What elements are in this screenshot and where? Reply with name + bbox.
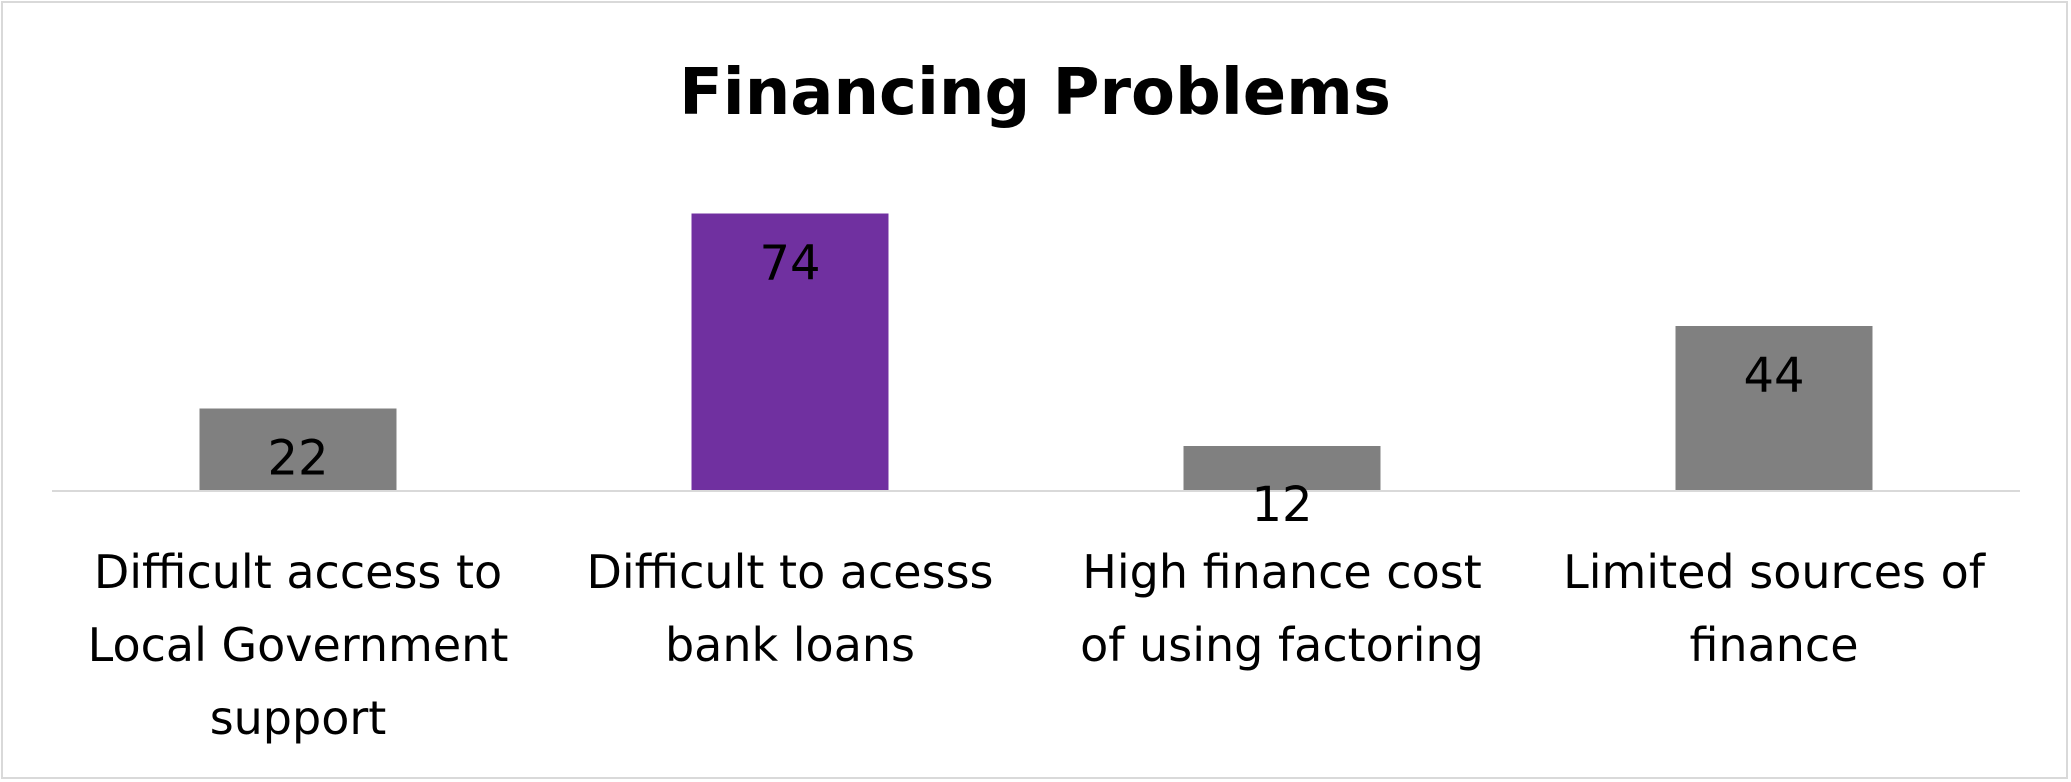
data-label-3: 12 <box>1251 477 1312 533</box>
category-label-1: Difficult access to Local Government suppo… <box>88 545 509 745</box>
bars-group <box>199 213 1873 491</box>
data-label-4: 44 <box>1743 348 1804 404</box>
bar-4 <box>1675 326 1873 491</box>
category-label-line: finance <box>1689 618 1858 672</box>
category-label-line: support <box>210 691 387 745</box>
bar-3 <box>1183 446 1381 491</box>
bar-2 <box>691 213 889 491</box>
bar-1 <box>199 408 397 491</box>
category-label-3: High finance cost of using factoring <box>1080 545 1484 672</box>
category-label-line: Difficult to acesss <box>586 545 993 599</box>
data-label-2: 74 <box>759 236 820 292</box>
data-label-1: 22 <box>267 431 328 487</box>
category-label-line: bank loans <box>665 618 915 672</box>
category-label-line: Difficult access to <box>94 545 502 599</box>
category-label-4: Limited sources of finance <box>1563 545 1987 672</box>
category-label-2: Difficult to acesss bank loans <box>586 545 993 672</box>
category-labels-group: Difficult access to Local Government suppo… <box>88 545 1987 745</box>
data-labels-group: 22 74 12 44 <box>267 236 1804 534</box>
category-label-line: Local Government <box>88 618 509 672</box>
category-label-line: High finance cost <box>1082 545 1481 599</box>
category-label-line: of using factoring <box>1080 618 1484 672</box>
chart-title: Financing Problems <box>679 56 1391 130</box>
category-label-line: Limited sources of <box>1563 545 1987 599</box>
